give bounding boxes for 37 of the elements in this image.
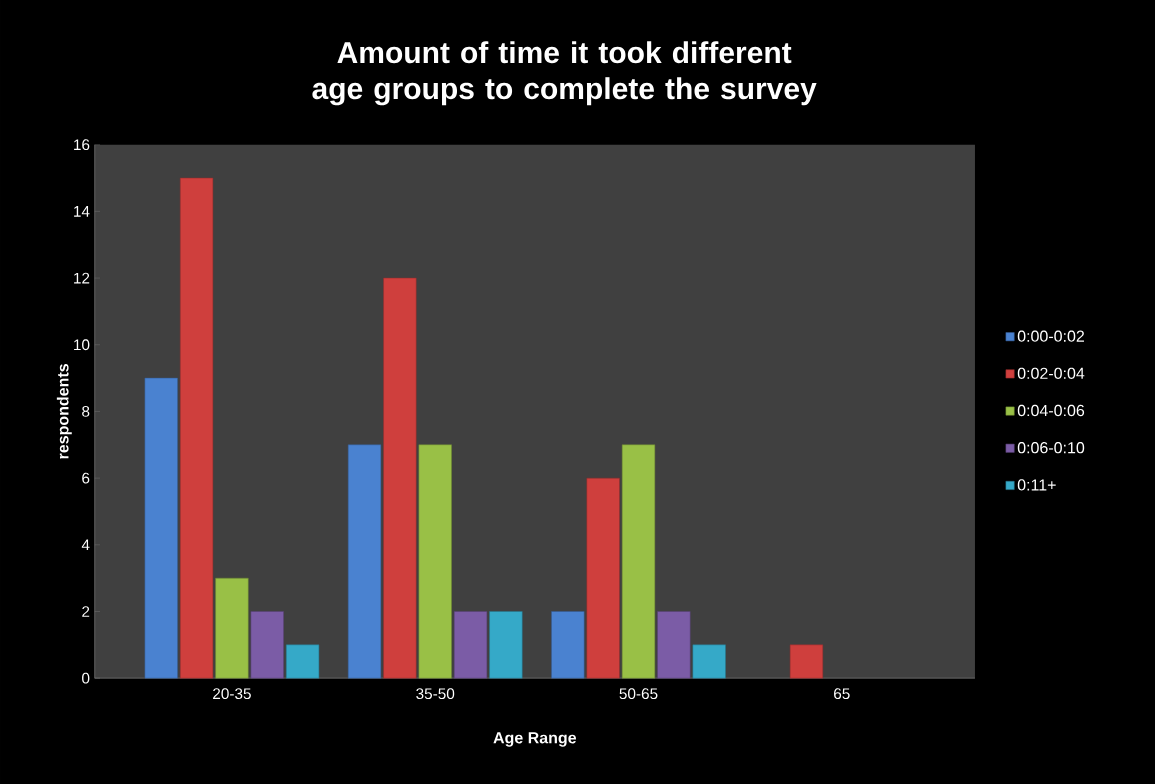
bar (418, 444, 452, 679)
x-axis-title: Age Range (493, 732, 577, 747)
x-tick-label: 20-35 (213, 688, 251, 699)
bar (215, 577, 249, 679)
bar (286, 644, 320, 679)
bar (489, 611, 523, 679)
y-tick-label: 10 (74, 339, 90, 351)
y-tick-label: 6 (82, 472, 90, 484)
bar (657, 611, 691, 679)
bar (453, 611, 488, 679)
bar (179, 177, 214, 679)
y-tick-label: 16 (74, 139, 90, 151)
y-axis-title: respondents (56, 363, 72, 459)
y-tick-label: 2 (82, 606, 90, 617)
y-tick-label: 12 (74, 272, 90, 284)
y-tick-label: 4 (81, 539, 90, 550)
bar (144, 377, 178, 679)
bar (586, 477, 620, 679)
legend-label: 0:06-0:10 (1017, 441, 1085, 454)
x-tick-label: 35-50 (416, 688, 455, 699)
legend-label: 0:00-0:02 (1017, 330, 1084, 342)
bar (551, 611, 585, 679)
legend-label: 0:11+ (1017, 479, 1056, 491)
bar (250, 611, 284, 679)
bar (621, 444, 656, 679)
x-tick-label: 50-65 (619, 688, 658, 699)
chart-title: Amount of time it took different age groups to complete the survey (312, 41, 817, 106)
bar (692, 644, 726, 679)
bar (383, 277, 417, 679)
bar (347, 444, 382, 679)
y-tick-label: 0 (82, 672, 90, 684)
y-tick-label: 14 (74, 206, 90, 217)
y-tick-label: 8 (82, 405, 90, 417)
bar (789, 644, 824, 679)
x-tick-label: 65 (834, 688, 850, 699)
legend-label: 0:02-0:04 (1017, 367, 1085, 379)
legend-label: 0:04-0:06 (1017, 404, 1085, 417)
